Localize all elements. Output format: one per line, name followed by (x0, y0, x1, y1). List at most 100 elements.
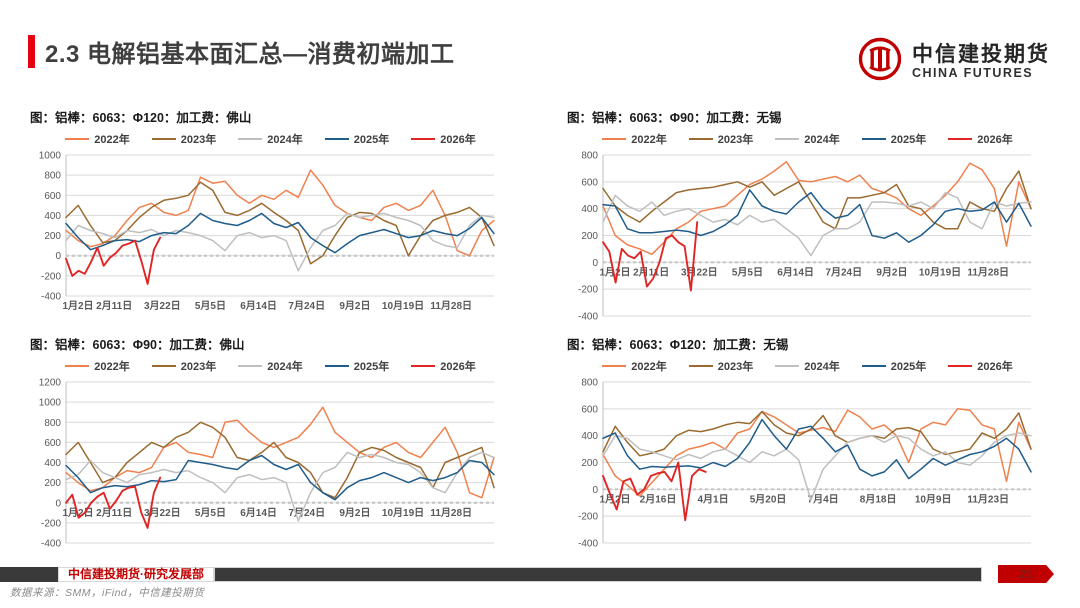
legend-item-2026年: 2026年 (411, 131, 476, 147)
x-axis-tick-label: 10月19日 (919, 266, 961, 278)
legend-label: 2025年 (353, 134, 390, 146)
y-axis-tick-label: -200 (41, 518, 61, 529)
x-axis-tick-label: 2月11日 (96, 507, 132, 519)
x-axis-tick-label: 2月11日 (633, 266, 669, 278)
series-line-2024年 (602, 432, 1032, 501)
legend-line-swatch (324, 365, 349, 367)
x-axis-tick-label: 11月28日 (430, 300, 472, 312)
y-axis-tick-label: 800 (44, 418, 61, 429)
title-accent-bar (28, 35, 35, 68)
legend-label: 2022年 (94, 134, 130, 146)
page-title: 2.3 电解铝基本面汇总—消费初端加工 (45, 41, 455, 68)
x-axis-tick-label: 7月4日 (808, 493, 839, 505)
legend-item-2026年: 2026年 (948, 131, 1013, 147)
y-axis-tick-label: -200 (41, 271, 61, 282)
legend-item-2024年: 2024年 (238, 131, 303, 147)
line-chart-svg: 800 600 400 200 0 -200 -400 1月2日 2月11日 3月22日 5月5日 6… (578, 151, 1032, 323)
legend-item-2022年: 2022年 (602, 358, 667, 374)
footer: 中信建投期货·研究发展部 21 数据来源：SMM，iFind，中信建投期货 (0, 565, 1080, 600)
legend-line-swatch (151, 138, 176, 140)
x-axis-tick-label: 1月2日 (599, 493, 630, 505)
legend-item-2024年: 2024年 (238, 358, 303, 374)
footer-bar-left-segment (0, 567, 58, 582)
series-line-2024年 (65, 212, 495, 272)
x-axis-tick-label: 7月24日 (825, 266, 862, 278)
x-axis-tick-label: 5月20日 (750, 493, 787, 505)
legend-line-swatch (411, 365, 436, 367)
x-axis-tick-label: 1月2日 (62, 300, 93, 312)
chart-legend: 2022年 2023年 2024年 2025年 2026年 (567, 131, 1048, 147)
y-axis-tick-label: 200 (44, 478, 61, 489)
legend-item-2025年: 2025年 (324, 358, 390, 374)
chart-title: 图：铝棒：6063：Φ90：加工费：佛山 (30, 338, 245, 352)
logo-text: 中信建投期货 CHINA FUTURES (912, 43, 1050, 80)
y-axis-tick-label: 600 (581, 404, 598, 415)
x-axis-tick-label: 10月19日 (382, 507, 424, 519)
x-axis-tick-label: 9月2日 (876, 266, 907, 278)
y-axis-tick-label: -200 (578, 285, 598, 296)
legend-label: 2026年 (977, 361, 1013, 373)
legend-label: 2025年 (890, 134, 927, 146)
legend-line-swatch (151, 365, 176, 367)
chart-legend: 2022年 2023年 2024年 2025年 2026年 (30, 358, 511, 374)
y-axis-tick-label: 0 (55, 498, 61, 509)
x-axis-tick-label: 7月24日 (288, 507, 325, 519)
legend-item-2022年: 2022年 (65, 131, 130, 147)
legend-line-swatch (948, 138, 973, 140)
series-line-2026年 (602, 221, 699, 292)
series-line-2025年 (65, 212, 495, 254)
y-axis-tick-label: 0 (55, 251, 61, 262)
x-axis-tick-label: 4月1日 (697, 493, 728, 505)
line-chart-phi90-foshan: 1200 1000 800 600 400 200 0 -200 -400 1月2日 2月11日 3月… (30, 375, 511, 551)
legend-line-swatch (602, 365, 627, 367)
series-line-2025年 (602, 418, 1032, 480)
series-line-2025年 (65, 454, 495, 501)
x-axis-tick-label: 5月5日 (732, 266, 763, 278)
x-axis-tick-label: 7月24日 (288, 300, 325, 312)
y-axis-tick-label: 1000 (39, 151, 62, 162)
x-axis-tick-label: 2月16日 (640, 493, 677, 505)
chart-legend: 2022年 2023年 2024年 2025年 2026年 (567, 358, 1048, 374)
chart-title: 图：铝棒：6063：Φ120：加工费：佛山 (30, 111, 252, 125)
chart-title: 图：铝棒：6063：Φ120：加工费：无锡 (567, 338, 789, 352)
legend-item-2022年: 2022年 (65, 358, 130, 374)
logo-name-en: CHINA FUTURES (912, 66, 1034, 81)
x-axis-tick-label: 6月14日 (777, 266, 814, 278)
y-axis-tick-label: 600 (44, 438, 61, 449)
legend-label: 2024年 (804, 361, 840, 373)
footer-bar-right-segment (214, 567, 982, 582)
header: 2.3 电解铝基本面汇总—消费初端加工 中信建投期货 CHINA FUTURES (0, 0, 1080, 87)
legend-item-2023年: 2023年 (688, 131, 754, 147)
series-line-2025年 (602, 189, 1032, 243)
legend-label: 2023年 (717, 134, 754, 146)
line-chart-phi120-foshan: 1000 800 600 400 200 0 -200 -400 1月2日 2月11日 3月22日 5… (30, 148, 511, 324)
title-block: 2.3 电解铝基本面汇总—消费初端加工 (28, 34, 455, 69)
legend-line-swatch (688, 365, 713, 367)
y-axis-tick-label: 400 (581, 431, 598, 442)
legend-label: 2026年 (440, 134, 476, 146)
legend-label: 2024年 (267, 134, 303, 146)
y-axis-tick-label: 1000 (39, 398, 62, 409)
series-line-2023年 (65, 181, 495, 265)
legend-item-2025年: 2025年 (324, 131, 390, 147)
y-axis-tick-label: 400 (44, 458, 61, 469)
page-number-badge: 21 (998, 565, 1054, 583)
legend-line-swatch (65, 138, 90, 140)
x-axis-tick-label: 2月11日 (96, 300, 132, 312)
x-axis-tick-label: 6月14日 (240, 507, 277, 519)
legend-item-2024年: 2024年 (775, 358, 840, 374)
x-axis-tick-label: 6月14日 (240, 300, 277, 312)
legend-label: 2025年 (353, 361, 390, 373)
legend-item-2024年: 2024年 (775, 131, 840, 147)
y-axis-tick-label: 400 (581, 204, 598, 215)
x-axis-tick-label: 11月28日 (967, 266, 1009, 278)
company-logo: 中信建投期货 CHINA FUTURES (857, 36, 1050, 87)
legend-line-swatch (65, 365, 90, 367)
chart-card-phi120-foshan: 图：铝棒：6063：Φ120：加工费：佛山 2022年 2023年 2024年 202… (30, 107, 511, 324)
chart-card-phi120-wuxi: 图：铝棒：6063：Φ120：加工费：无锡 2022年 2023年 2024年 202… (567, 334, 1048, 551)
series-line-2023年 (602, 410, 1032, 457)
legend-label: 2023年 (180, 361, 217, 373)
